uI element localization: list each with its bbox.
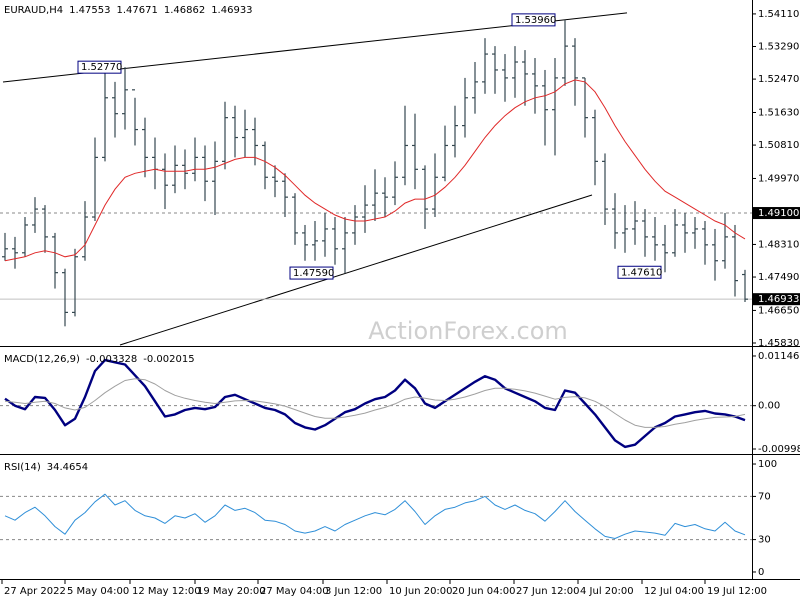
indicator-value: 34.4654 [47,462,88,473]
x-tick-label: 27 Apr 2022 [4,586,66,597]
annotation-box [77,60,122,74]
indicator-value: -0.003328 [86,354,137,365]
y-tick-label: 1.50810 [758,140,799,151]
y-tick-label: 0.01146 [758,351,799,362]
indicator-name: MACD(12,26,9) [4,354,80,365]
indicator-name: RSI(14) [4,462,41,473]
annotation-label: 1.47590 [293,268,334,279]
indicator-line [4,358,746,449]
annotation-box [617,265,662,279]
x-tick-label: 19 Jul 12:00 [707,586,767,597]
header-value: 1.47671 [116,5,157,16]
y-tick-label: 1.48310 [758,239,799,250]
y-tick-label: 1.52470 [758,74,799,85]
symbol: EURAUD,H4 [4,5,63,16]
header-value: 1.46862 [164,5,205,16]
y-tick-label: -0.009985 [758,444,800,455]
y-tick-label: 100 [758,459,777,470]
watermark: ActionForex.com [368,317,568,345]
header-value: 1.47553 [69,5,110,16]
y-tick-label: 1.53290 [758,42,799,53]
annotation-box [289,266,334,280]
chart-header: EURAUD,H4 1.47553 1.47671 1.46862 1.46933 [4,5,253,16]
x-tick-label: 5 May 04:00 [67,586,129,597]
x-tick-label: 12 May 12:00 [132,586,201,597]
y-tick-label: 70 [758,491,771,502]
annotation-label: 1.47610 [621,267,662,278]
indicator-value: -0.002015 [143,354,194,365]
y-tick-label: 1.47490 [758,272,799,283]
x-tick-label: 20 Jun 04:00 [452,586,516,597]
y-tick-label: 1.49970 [758,173,799,184]
indicator-line [4,378,746,428]
last-price-label: 1.46933 [758,294,799,305]
x-tick-label: 10 Jun 20:00 [389,586,453,597]
y-tick-label: 0.00 [758,401,780,412]
y-tick-label: 1.51630 [758,107,799,118]
annotation-label: 1.52770 [81,62,122,73]
indicator-header: MACD(12,26,9) -0.003328 -0.002015 [4,354,195,365]
trendline [119,194,593,346]
moving-average [4,79,746,262]
x-tick-label: 4 Jul 20:00 [580,586,634,597]
y-tick-label: 30 [758,535,771,546]
x-tick-label: 27 Jun 12:00 [516,586,580,597]
x-tick-label: 19 May 20:00 [197,586,266,597]
annotation-box [511,13,556,27]
y-tick-label: 1.54110 [758,9,799,20]
level-label-box [753,207,800,220]
x-tick-label: 12 Jul 04:00 [644,586,704,597]
indicator-header: RSI(14) 34.4654 [4,462,88,473]
header-value: 1.46933 [211,5,252,16]
annotation-label: 1.53960 [515,15,556,26]
y-tick-label: 0 [758,567,764,578]
last-price-box [753,293,800,306]
x-tick-label: 3 Jun 12:00 [325,586,382,597]
indicator-line [4,493,746,539]
level-label: 1.49100 [758,208,799,219]
y-tick-label: 1.45830 [758,338,799,349]
y-tick-label: 1.46650 [758,305,799,316]
x-tick-label: 27 May 04:00 [260,586,329,597]
